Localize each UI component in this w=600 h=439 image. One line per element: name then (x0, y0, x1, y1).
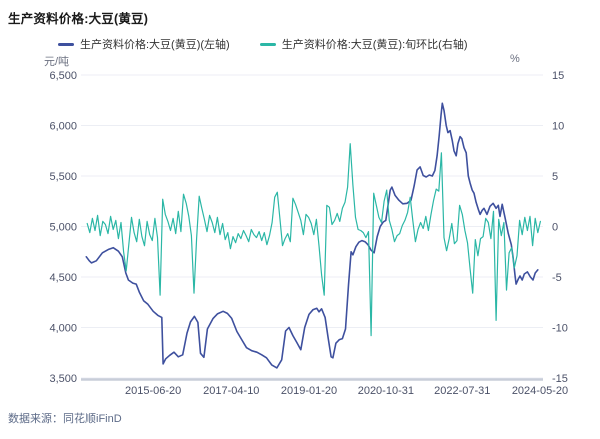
left-axis-tick: 4,000 (49, 323, 77, 335)
x-axis-tick: 2022-07-31 (434, 385, 490, 397)
legend-label-ratio: 生产资料价格:大豆(黄豆):旬环比(右轴) (281, 39, 468, 51)
right-axis-tick: -15 (552, 373, 568, 385)
legend-item-price[interactable]: 生产资料价格:大豆(黄豆)(左轴) (58, 36, 230, 52)
x-axis-tick: 2019-01-20 (281, 385, 337, 397)
data-source: 数据来源：同花顺iFinD (8, 413, 122, 425)
legend: 生产资料价格:大豆(黄豆)(左轴) 生产资料价格:大豆(黄豆):旬环比(右轴) (58, 36, 467, 52)
ratio-line-series (86, 143, 542, 337)
x-axis-tick: 2015-06-20 (125, 385, 181, 397)
ratio-line-swatch-icon (259, 42, 276, 46)
right-axis-unit: % (510, 53, 520, 65)
right-axis-tick: 10 (552, 121, 564, 133)
left-axis-unit: 元/吨 (44, 56, 70, 68)
x-axis-tick: 2017-04-10 (203, 385, 259, 397)
x-axis-tick: 2020-10-31 (358, 385, 414, 397)
page-title: 生产资料价格:大豆(黄豆) (8, 12, 149, 26)
left-axis-tick: 4,500 (49, 272, 77, 284)
right-axis-tick: 5 (552, 171, 558, 183)
price-line-swatch-icon (58, 42, 74, 46)
x-axis-tick: 2024-05-20 (512, 385, 568, 397)
left-axis-tick: 6,500 (49, 70, 77, 82)
right-axis-tick: -10 (552, 323, 568, 335)
right-axis-tick: 15 (552, 70, 564, 82)
right-axis-tick: -5 (552, 272, 562, 284)
left-axis-tick: 6,000 (49, 121, 77, 133)
right-axis-tick: 0 (552, 222, 558, 234)
legend-item-ratio[interactable]: 生产资料价格:大豆(黄豆):旬环比(右轴) (259, 36, 468, 52)
left-axis-tick: 3,500 (49, 373, 77, 385)
left-axis-tick: 5,000 (49, 222, 77, 234)
legend-label-price: 生产资料价格:大豆(黄豆)(左轴) (80, 39, 230, 51)
left-axis-tick: 5,500 (49, 171, 77, 183)
price-line-series (85, 102, 539, 369)
